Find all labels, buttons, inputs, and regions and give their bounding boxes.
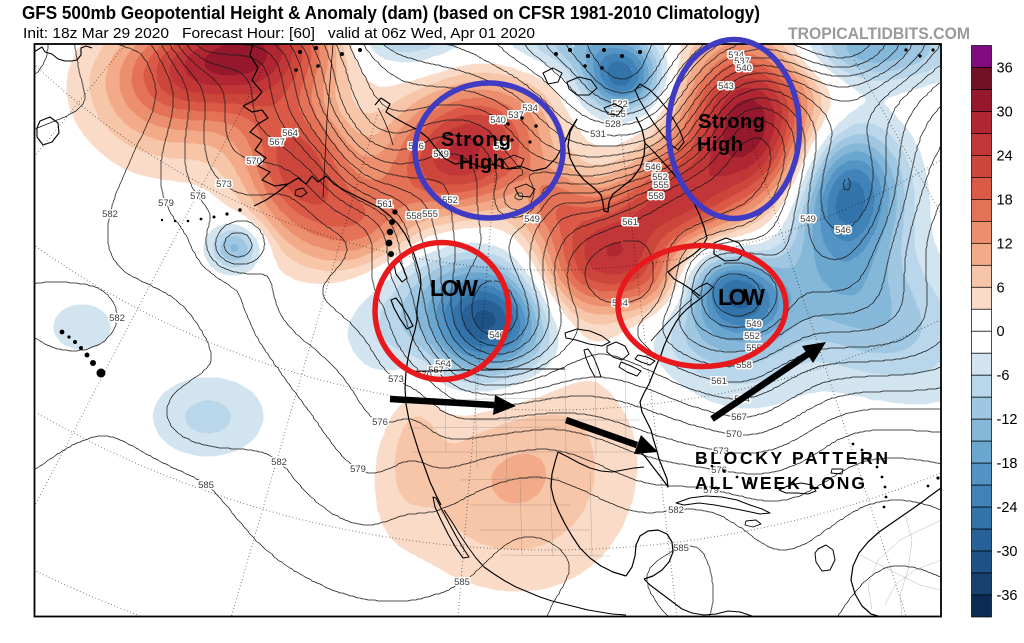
svg-text:546: 546 — [835, 225, 851, 236]
svg-text:24: 24 — [997, 148, 1013, 164]
svg-text:Strong: Strong — [698, 111, 765, 133]
svg-text:537: 537 — [734, 56, 750, 67]
svg-text:540: 540 — [736, 63, 752, 74]
svg-text:540: 540 — [490, 115, 506, 126]
svg-text:-24: -24 — [997, 500, 1018, 516]
svg-text:TROPICALTIDBITS.COM: TROPICALTIDBITS.COM — [788, 24, 970, 43]
svg-text:BLOCKY PATTERN: BLOCKY PATTERN — [695, 448, 888, 468]
svg-text:549: 549 — [746, 319, 762, 330]
svg-text:570: 570 — [246, 156, 262, 167]
svg-text:549: 549 — [800, 214, 816, 225]
svg-text:High: High — [459, 152, 505, 174]
svg-text:552: 552 — [744, 331, 760, 342]
svg-text:573: 573 — [713, 446, 729, 457]
svg-text:561: 561 — [622, 217, 638, 228]
svg-text:567: 567 — [269, 137, 285, 148]
svg-text:585: 585 — [198, 480, 214, 491]
svg-text:555: 555 — [422, 209, 438, 220]
svg-text:576: 576 — [372, 417, 388, 428]
svg-text:561: 561 — [377, 199, 393, 210]
svg-text:579: 579 — [350, 464, 366, 475]
svg-text:-30: -30 — [997, 544, 1018, 560]
svg-text:6: 6 — [997, 280, 1005, 296]
svg-text:564: 564 — [435, 359, 451, 370]
svg-text:579: 579 — [703, 485, 719, 496]
svg-text:570: 570 — [726, 429, 742, 440]
svg-text:LOW: LOW — [430, 275, 478, 301]
svg-text:543: 543 — [494, 141, 510, 152]
svg-text:579: 579 — [158, 198, 174, 209]
svg-text:12: 12 — [997, 236, 1013, 252]
svg-text:558: 558 — [406, 211, 422, 222]
svg-text:-12: -12 — [997, 412, 1018, 428]
svg-text:552: 552 — [652, 172, 668, 183]
svg-text:585: 585 — [673, 543, 689, 554]
svg-text:549: 549 — [524, 214, 540, 225]
svg-text:582: 582 — [102, 209, 118, 220]
svg-text:558: 558 — [648, 191, 664, 202]
svg-text:573: 573 — [216, 179, 232, 190]
svg-text:18: 18 — [997, 192, 1013, 208]
svg-text:36: 36 — [997, 61, 1013, 77]
svg-text:576: 576 — [711, 465, 727, 476]
svg-text:582: 582 — [271, 457, 287, 468]
svg-text:564: 564 — [282, 128, 298, 139]
svg-text:567: 567 — [731, 412, 747, 423]
svg-text:GFS 500mb Geopotential Height: GFS 500mb Geopotential Height & Anomaly … — [22, 3, 760, 23]
svg-text:ALL WEEK LONG: ALL WEEK LONG — [695, 473, 865, 493]
svg-text:576: 576 — [190, 191, 206, 202]
svg-text:585: 585 — [454, 577, 470, 588]
svg-text:534: 534 — [728, 50, 744, 61]
svg-text:546: 546 — [645, 162, 661, 173]
svg-text:573: 573 — [388, 374, 404, 385]
svg-text:-6: -6 — [997, 368, 1010, 384]
svg-text:522: 522 — [612, 99, 628, 110]
svg-text:534: 534 — [522, 103, 538, 114]
svg-text:30: 30 — [997, 104, 1013, 120]
svg-text:0: 0 — [997, 324, 1005, 340]
svg-text:561: 561 — [711, 376, 727, 387]
svg-text:582: 582 — [668, 505, 684, 516]
svg-text:Strong: Strong — [441, 129, 511, 151]
svg-text:531: 531 — [590, 129, 606, 140]
svg-text:543: 543 — [718, 81, 734, 92]
svg-text:528: 528 — [605, 119, 621, 130]
svg-text:High: High — [697, 134, 743, 156]
svg-text:-36: -36 — [997, 588, 1018, 604]
svg-text:582: 582 — [109, 313, 125, 324]
svg-text:Init: 18z Mar 29 2020 Foreca: Init: 18z Mar 29 2020 Forecast Hour: [60… — [23, 26, 535, 42]
svg-text:555: 555 — [653, 180, 669, 191]
svg-text:LOW: LOW — [718, 284, 765, 310]
svg-text:-18: -18 — [997, 456, 1018, 472]
